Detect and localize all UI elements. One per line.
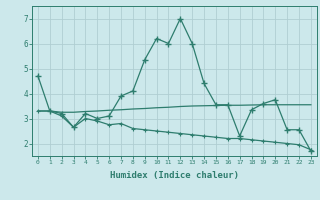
X-axis label: Humidex (Indice chaleur): Humidex (Indice chaleur)	[110, 171, 239, 180]
